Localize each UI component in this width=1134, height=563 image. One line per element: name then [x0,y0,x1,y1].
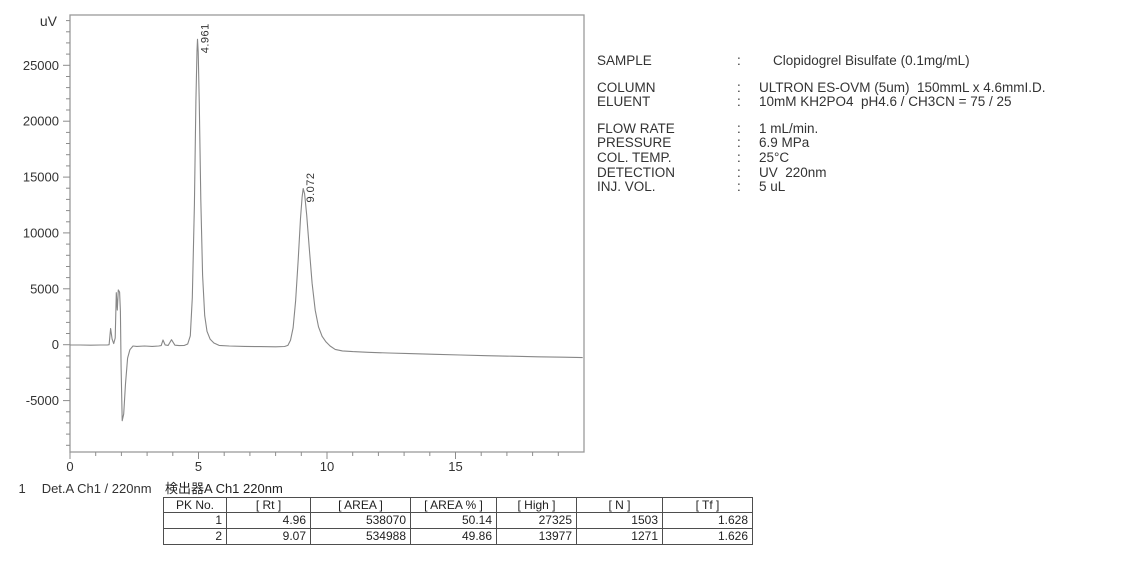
condition-row: DETECTION: UV 220nm [597,164,1132,181]
condition-label: INJ. VOL. [597,179,656,195]
y-tick-label: 20000 [23,114,59,129]
peak-table-row: 2 9.07 534988 49.86 13977 1271 1.626 [163,528,753,545]
condition-label: SAMPLE [597,53,652,68]
condition-label: COLUMN [597,79,656,95]
condition-value: UV 220nm [759,164,827,180]
peak-table-cell: 1271 [576,528,663,545]
peak-table-header-cell: [ High ] [496,497,577,513]
condition-row: COLUMN: ULTRON ES-OVM (5um) 150mmL x 4.6m… [597,79,1132,96]
peak-table-header-cell: [ N ] [576,497,663,513]
condition-label: FLOW RATE [597,120,675,136]
y-tick-label: 0 [52,337,59,352]
analysis-conditions: SAMPLE: Clopidogrel Bisulfate (0.1mg/mL) C… [597,53,1132,195]
condition-value: Clopidogrel Bisulfate (0.1mg/mL) [773,53,970,68]
condition-colon: : [737,135,741,151]
condition-value: 25°C [759,149,790,165]
y-tick-label: 25000 [23,58,59,73]
channel-index: 1 [18,481,26,496]
peak-table-header-cell: [ Tf ] [662,497,753,513]
condition-row: INJ. VOL.: 5 uL [597,180,1132,195]
peak-table-header-cell: PK No. [163,497,227,513]
y-tick-label: 10000 [23,225,59,240]
y-axis-unit-label: uV [40,13,58,29]
peak-table-header-cell: [ AREA % ] [410,497,497,513]
condition-value: 1 mL/min. [759,120,819,136]
condition-colon: : [737,79,741,95]
x-tick-label: 15 [448,459,462,474]
channel-label: 1 Det.A Ch1 / 220nm [4,466,152,511]
condition-colon: : [737,149,741,165]
peak-table-cell: 1.626 [662,528,753,545]
peak-table-cell: 49.86 [410,528,497,545]
peak-table-row: 1 4.96 538070 50.14 27325 1503 1.628 [163,512,753,529]
peak-table-header-row: PK No.[ Rt ][ AREA ][ AREA % ][ High ][ … [163,497,753,513]
peak-table-header-cell: [ Rt ] [226,497,311,513]
condition-value: 6.9 MPa [759,135,810,151]
x-tick-label: 5 [195,459,202,474]
y-tick-label: 15000 [23,170,59,185]
chromatogram-plot: 25000 20000 15000 10000 5000 0 -5000 uV 0 5 10 15 4.… [23,13,585,474]
condition-label: COL. TEMP. [597,149,672,165]
condition-label: DETECTION [597,164,676,180]
condition-colon: : [737,179,741,195]
condition-colon: : [737,120,741,136]
condition-label: PRESSURE [597,135,672,151]
condition-row: ELUENT: 10mM KH2PO4 pH4.6 / CH3CN = 75 / … [597,95,1132,110]
peak-table-cell: 1503 [576,512,663,529]
condition-colon: : [737,53,741,68]
y-tick-label: -5000 [26,393,59,408]
x-tick-label: 0 [66,459,73,474]
peak-table-cell: 9.07 [226,528,311,545]
condition-colon: : [737,164,741,180]
peak-table-cell: 13977 [496,528,577,545]
condition-value: 5 uL [759,179,786,195]
condition-row: SAMPLE: Clopidogrel Bisulfate (0.1mg/mL) [597,53,1132,69]
channel-text: Det.A Ch1 / 220nm [41,481,152,496]
peak-table-cell: 4.96 [226,512,311,529]
plot-frame [69,14,585,453]
chromatogram-trace [70,38,583,422]
peak-table-cell: 50.14 [410,512,497,529]
peak-table-cell: 1 [163,512,227,529]
peak-table-block: 検出器A Ch1 220nm PK No.[ Rt ][ AREA ][ ARE… [163,482,753,545]
condition-row: PRESSURE: 6.9 MPa [597,136,1132,151]
condition-row: COL. TEMP.: 25°C [597,149,1132,166]
condition-colon: : [737,94,741,110]
y-tick-label: 5000 [30,281,59,296]
peak-table-cell: 1.628 [662,512,753,529]
condition-value: 10mM KH2PO4 pH4.6 / CH3CN = 75 / 25 [759,94,1012,110]
peak-table-cell: 27325 [496,512,577,529]
condition-label: ELUENT [597,94,651,110]
condition-row: FLOW RATE: 1 mL/min. [597,120,1132,137]
peak-table-cell: 534988 [310,528,411,545]
peak-table-cell: 2 [163,528,227,545]
peak-table-title: 検出器A Ch1 220nm [165,481,283,496]
peak-table: PK No.[ Rt ][ AREA ][ AREA % ][ High ][ … [163,497,753,545]
peak-rt-label: 9.072 [305,172,317,202]
peak-table-header-cell: [ AREA ] [310,497,411,513]
condition-value: ULTRON ES-OVM (5um) 150mmL x 4.6mmI.D. [759,79,1046,95]
peak-rt-label: 4.961 [200,23,212,53]
peak-table-cell: 538070 [310,512,411,529]
x-tick-label: 10 [320,459,334,474]
